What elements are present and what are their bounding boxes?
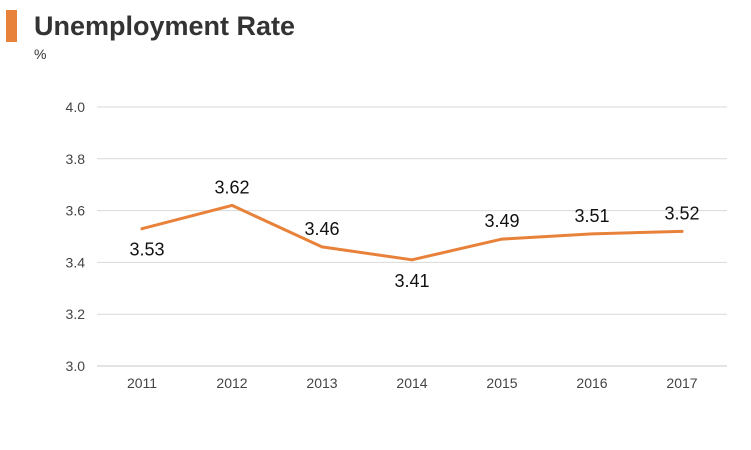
data-label: 3.51 <box>574 206 609 226</box>
data-point <box>230 203 234 207</box>
x-tick-label: 2015 <box>486 375 517 391</box>
data-point <box>140 227 144 231</box>
x-tick-label: 2012 <box>216 375 247 391</box>
x-tick-label: 2016 <box>576 375 607 391</box>
data-point <box>500 237 504 241</box>
y-tick-label: 3.4 <box>66 254 86 270</box>
data-label: 3.46 <box>304 219 339 239</box>
data-label: 3.62 <box>214 177 249 197</box>
title-accent-bar <box>6 10 17 42</box>
x-tick-label: 2011 <box>127 375 157 391</box>
data-label: 3.49 <box>484 211 519 231</box>
y-tick-label: 3.6 <box>66 203 86 219</box>
x-tick-label: 2014 <box>396 375 427 391</box>
data-point <box>590 232 594 236</box>
chart-title: Unemployment Rate <box>34 11 296 41</box>
unit-label: % <box>34 46 47 62</box>
x-tick-label: 2013 <box>306 375 337 391</box>
y-tick-label: 3.2 <box>66 306 86 322</box>
y-tick-label: 3.0 <box>66 358 86 374</box>
data-point <box>320 245 324 249</box>
x-tick-label: 2017 <box>666 375 697 391</box>
y-tick-label: 3.8 <box>66 151 86 167</box>
data-label: 3.41 <box>394 271 429 291</box>
data-label: 3.53 <box>129 240 164 260</box>
data-label: 3.52 <box>664 203 699 223</box>
y-tick-label: 4.0 <box>66 99 86 115</box>
data-point <box>410 258 414 262</box>
data-point <box>680 229 684 233</box>
